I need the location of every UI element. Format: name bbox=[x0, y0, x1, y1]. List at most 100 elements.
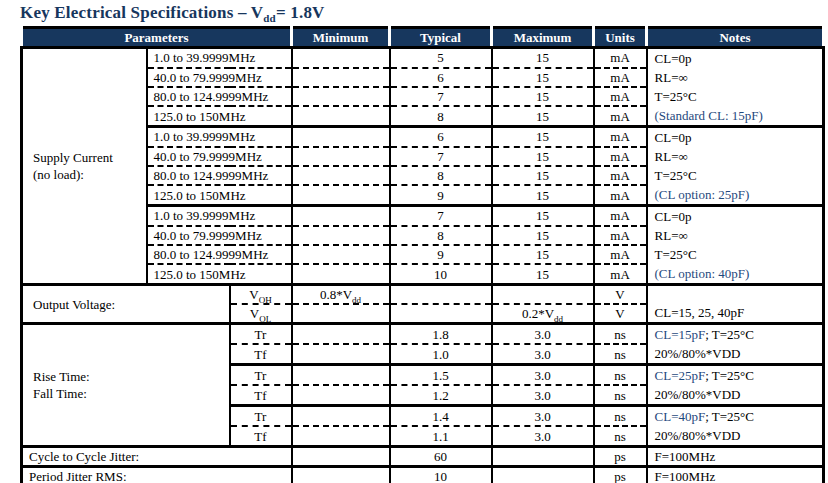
notes-cell: CL=25pF; T=25°C20%/80%*VDD bbox=[647, 365, 824, 406]
col-header-typical: Typical bbox=[390, 28, 492, 48]
symbol-cell: Tf bbox=[230, 426, 292, 447]
maximum-value: 15 bbox=[492, 68, 594, 87]
maximum-value: 15 bbox=[492, 48, 594, 68]
symbol-cell: VOL bbox=[230, 304, 292, 324]
minimum-value bbox=[292, 324, 390, 345]
units-cell: ns bbox=[594, 426, 647, 447]
maximum-value: 0.2*Vdd bbox=[492, 304, 594, 324]
minimum-value bbox=[292, 226, 390, 245]
typical-value: 7 bbox=[390, 87, 492, 106]
typical-value: 1.1 bbox=[390, 426, 492, 447]
maximum-value: 3.0 bbox=[492, 385, 594, 406]
units-cell: mA bbox=[594, 185, 647, 205]
maximum-value: 15 bbox=[492, 127, 594, 147]
maximum-value bbox=[492, 285, 594, 305]
minimum-value bbox=[292, 106, 390, 126]
typical-value: 6 bbox=[390, 127, 492, 147]
units-cell: ns bbox=[594, 365, 647, 386]
supply-current-label: Supply Current(no load): bbox=[22, 48, 147, 285]
units-cell: V bbox=[594, 304, 647, 324]
frequency-range-cell: 125.0 to 150MHz bbox=[147, 106, 292, 126]
typical-value: 9 bbox=[390, 185, 492, 205]
symbol-cell: Tf bbox=[230, 385, 292, 406]
minimum-value bbox=[292, 166, 390, 185]
typical-value: 8 bbox=[390, 106, 492, 126]
maximum-value: 3.0 bbox=[492, 324, 594, 345]
typical-value: 5 bbox=[390, 48, 492, 68]
typical-value: 7 bbox=[390, 147, 492, 166]
notes-cell: CL=0pRL=∞T=25°C(CL option: 40pF) bbox=[647, 206, 824, 285]
frequency-range-cell: 40.0 to 79.9999MHz bbox=[147, 226, 292, 245]
typical-value: 6 bbox=[390, 68, 492, 87]
units-cell: ns bbox=[594, 324, 647, 345]
typical-value: 1.4 bbox=[390, 406, 492, 427]
typical-value: 8 bbox=[390, 166, 492, 185]
units-cell: mA bbox=[594, 48, 647, 68]
frequency-range-cell: 40.0 to 79.9999MHz bbox=[147, 147, 292, 166]
title-text: Key Electrical Specifications – V bbox=[20, 3, 263, 22]
units-cell: mA bbox=[594, 166, 647, 185]
minimum-value bbox=[292, 245, 390, 264]
minimum-value bbox=[292, 264, 390, 284]
symbol-cell: Tf bbox=[230, 344, 292, 365]
table-header-row: Parameters Minimum Typical Maximum Units… bbox=[22, 28, 824, 48]
frequency-range-cell: 1.0 to 39.9999MHz bbox=[147, 48, 292, 68]
minimum-value bbox=[292, 68, 390, 87]
supply-current-row: Supply Current(no load):1.0 to 39.9999MH… bbox=[22, 48, 824, 68]
minimum-value bbox=[292, 87, 390, 106]
jitter-row: Cycle to Cycle Jitter:60psF=100MHz bbox=[22, 447, 824, 467]
typical-value: 1.2 bbox=[390, 385, 492, 406]
output-voltage-row: Output Voltage:VOH0.8*VddVCL=15, 25, 40p… bbox=[22, 285, 824, 305]
units-cell: mA bbox=[594, 127, 647, 147]
frequency-range-cell: 80.0 to 124.9999MHz bbox=[147, 166, 292, 185]
typical-value: 10 bbox=[390, 264, 492, 284]
minimum-value bbox=[292, 304, 390, 324]
minimum-value bbox=[292, 447, 390, 467]
units-cell: mA bbox=[594, 68, 647, 87]
maximum-value: 3.0 bbox=[492, 406, 594, 427]
maximum-value: 3.0 bbox=[492, 344, 594, 365]
maximum-value bbox=[492, 447, 594, 467]
col-header-units: Units bbox=[594, 28, 647, 48]
symbol-cell: Tr bbox=[230, 365, 292, 386]
typical-value: 9 bbox=[390, 245, 492, 264]
symbol-cell: Tr bbox=[230, 324, 292, 345]
title-suffix: = 1.8V bbox=[276, 3, 325, 22]
notes-cell: CL=15, 25, 40pF bbox=[647, 285, 824, 324]
col-header-parameters: Parameters bbox=[22, 28, 292, 48]
spec-table: Parameters Minimum Typical Maximum Units… bbox=[20, 26, 825, 483]
maximum-value: 15 bbox=[492, 106, 594, 126]
frequency-range-cell: 1.0 to 39.9999MHz bbox=[147, 206, 292, 226]
minimum-value bbox=[292, 127, 390, 147]
units-cell: ps bbox=[594, 467, 647, 483]
notes-cell: CL=0pRL=∞T=25°C(Standard CL: 15pF) bbox=[647, 48, 824, 127]
notes-cell: F=100MHz bbox=[647, 447, 824, 467]
units-cell: V bbox=[594, 285, 647, 305]
typical-value: 8 bbox=[390, 226, 492, 245]
typical-value bbox=[390, 304, 492, 324]
maximum-value: 15 bbox=[492, 264, 594, 284]
units-cell: mA bbox=[594, 245, 647, 264]
minimum-value bbox=[292, 206, 390, 226]
typical-value bbox=[390, 285, 492, 305]
units-cell: ns bbox=[594, 385, 647, 406]
notes-cell: F=100MHz bbox=[647, 467, 824, 483]
units-cell: mA bbox=[594, 226, 647, 245]
minimum-value bbox=[292, 406, 390, 427]
title-subscript: dd bbox=[263, 12, 276, 24]
notes-cell: CL=15pF; T=25°C20%/80%*VDD bbox=[647, 324, 824, 365]
datasheet-page: Key Electrical Specifications – Vdd= 1.8… bbox=[0, 0, 828, 483]
maximum-value: 15 bbox=[492, 87, 594, 106]
symbol-cell: VOH bbox=[230, 285, 292, 305]
maximum-value: 15 bbox=[492, 185, 594, 205]
maximum-value: 15 bbox=[492, 245, 594, 264]
minimum-value bbox=[292, 344, 390, 365]
frequency-range-cell: 125.0 to 150MHz bbox=[147, 185, 292, 205]
units-cell: mA bbox=[594, 106, 647, 126]
maximum-value: 15 bbox=[492, 206, 594, 226]
units-cell: mA bbox=[594, 206, 647, 226]
frequency-range-cell: 1.0 to 39.9999MHz bbox=[147, 127, 292, 147]
rise-fall-label: Rise Time:Fall Time: bbox=[22, 324, 230, 447]
units-cell: ns bbox=[594, 406, 647, 427]
maximum-value: 15 bbox=[492, 166, 594, 185]
